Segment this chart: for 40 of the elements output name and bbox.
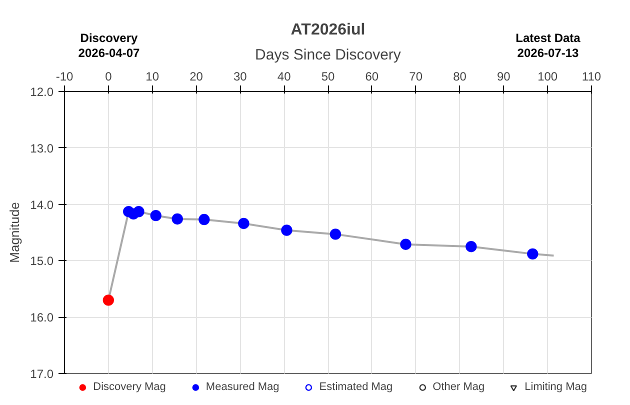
x-tick-label: 20 <box>190 70 204 84</box>
point <box>133 206 144 218</box>
point <box>330 228 342 240</box>
y-tick-label: 17.0 <box>30 367 54 381</box>
x-tick-label: 70 <box>409 70 423 84</box>
x-tick-label: 60 <box>365 70 379 84</box>
legend-label: Discovery Mag <box>93 381 166 393</box>
x-tick-label: -10 <box>56 70 74 84</box>
x-tick-label: 30 <box>233 70 248 84</box>
legend-label: Limiting Mag <box>524 381 587 393</box>
x-tick-label: 10 <box>146 70 160 84</box>
point <box>238 218 250 230</box>
legend-label: Other Mag <box>432 381 485 393</box>
point <box>198 214 210 226</box>
point <box>281 224 292 236</box>
x-tick-label: 80 <box>453 70 467 84</box>
y-tick-label: 13.0 <box>30 141 54 156</box>
point <box>466 241 477 252</box>
x-tick-label: 100 <box>538 70 558 84</box>
point <box>527 248 538 260</box>
x-axis-title: Days Since Discovery <box>255 46 402 64</box>
y-tick-label: 16.0 <box>30 310 54 325</box>
point <box>172 213 183 225</box>
legend-label: Measured Mag <box>206 381 280 393</box>
x-tick-label: 50 <box>321 70 335 84</box>
legend-label: Estimated Mag <box>319 381 393 393</box>
x-tick-label: 110 <box>582 70 602 84</box>
y-tick-label: 14.0 <box>30 198 54 212</box>
y-tick-label: 12.0 <box>30 85 54 99</box>
point <box>102 294 114 306</box>
point <box>150 210 162 222</box>
x-tick-label: 90 <box>496 70 511 84</box>
x-tick-label: 40 <box>277 70 292 84</box>
text: Discovery 2026-04-07 <box>78 31 140 61</box>
text: Latest Data 2026-07-13 <box>516 31 580 61</box>
y-tick-label: 15.0 <box>30 254 54 268</box>
point <box>400 238 412 250</box>
x-tick-label: 0 <box>105 70 112 84</box>
y-axis-title: Magnitude <box>7 202 22 263</box>
chart-title: AT2026iul <box>290 22 366 38</box>
